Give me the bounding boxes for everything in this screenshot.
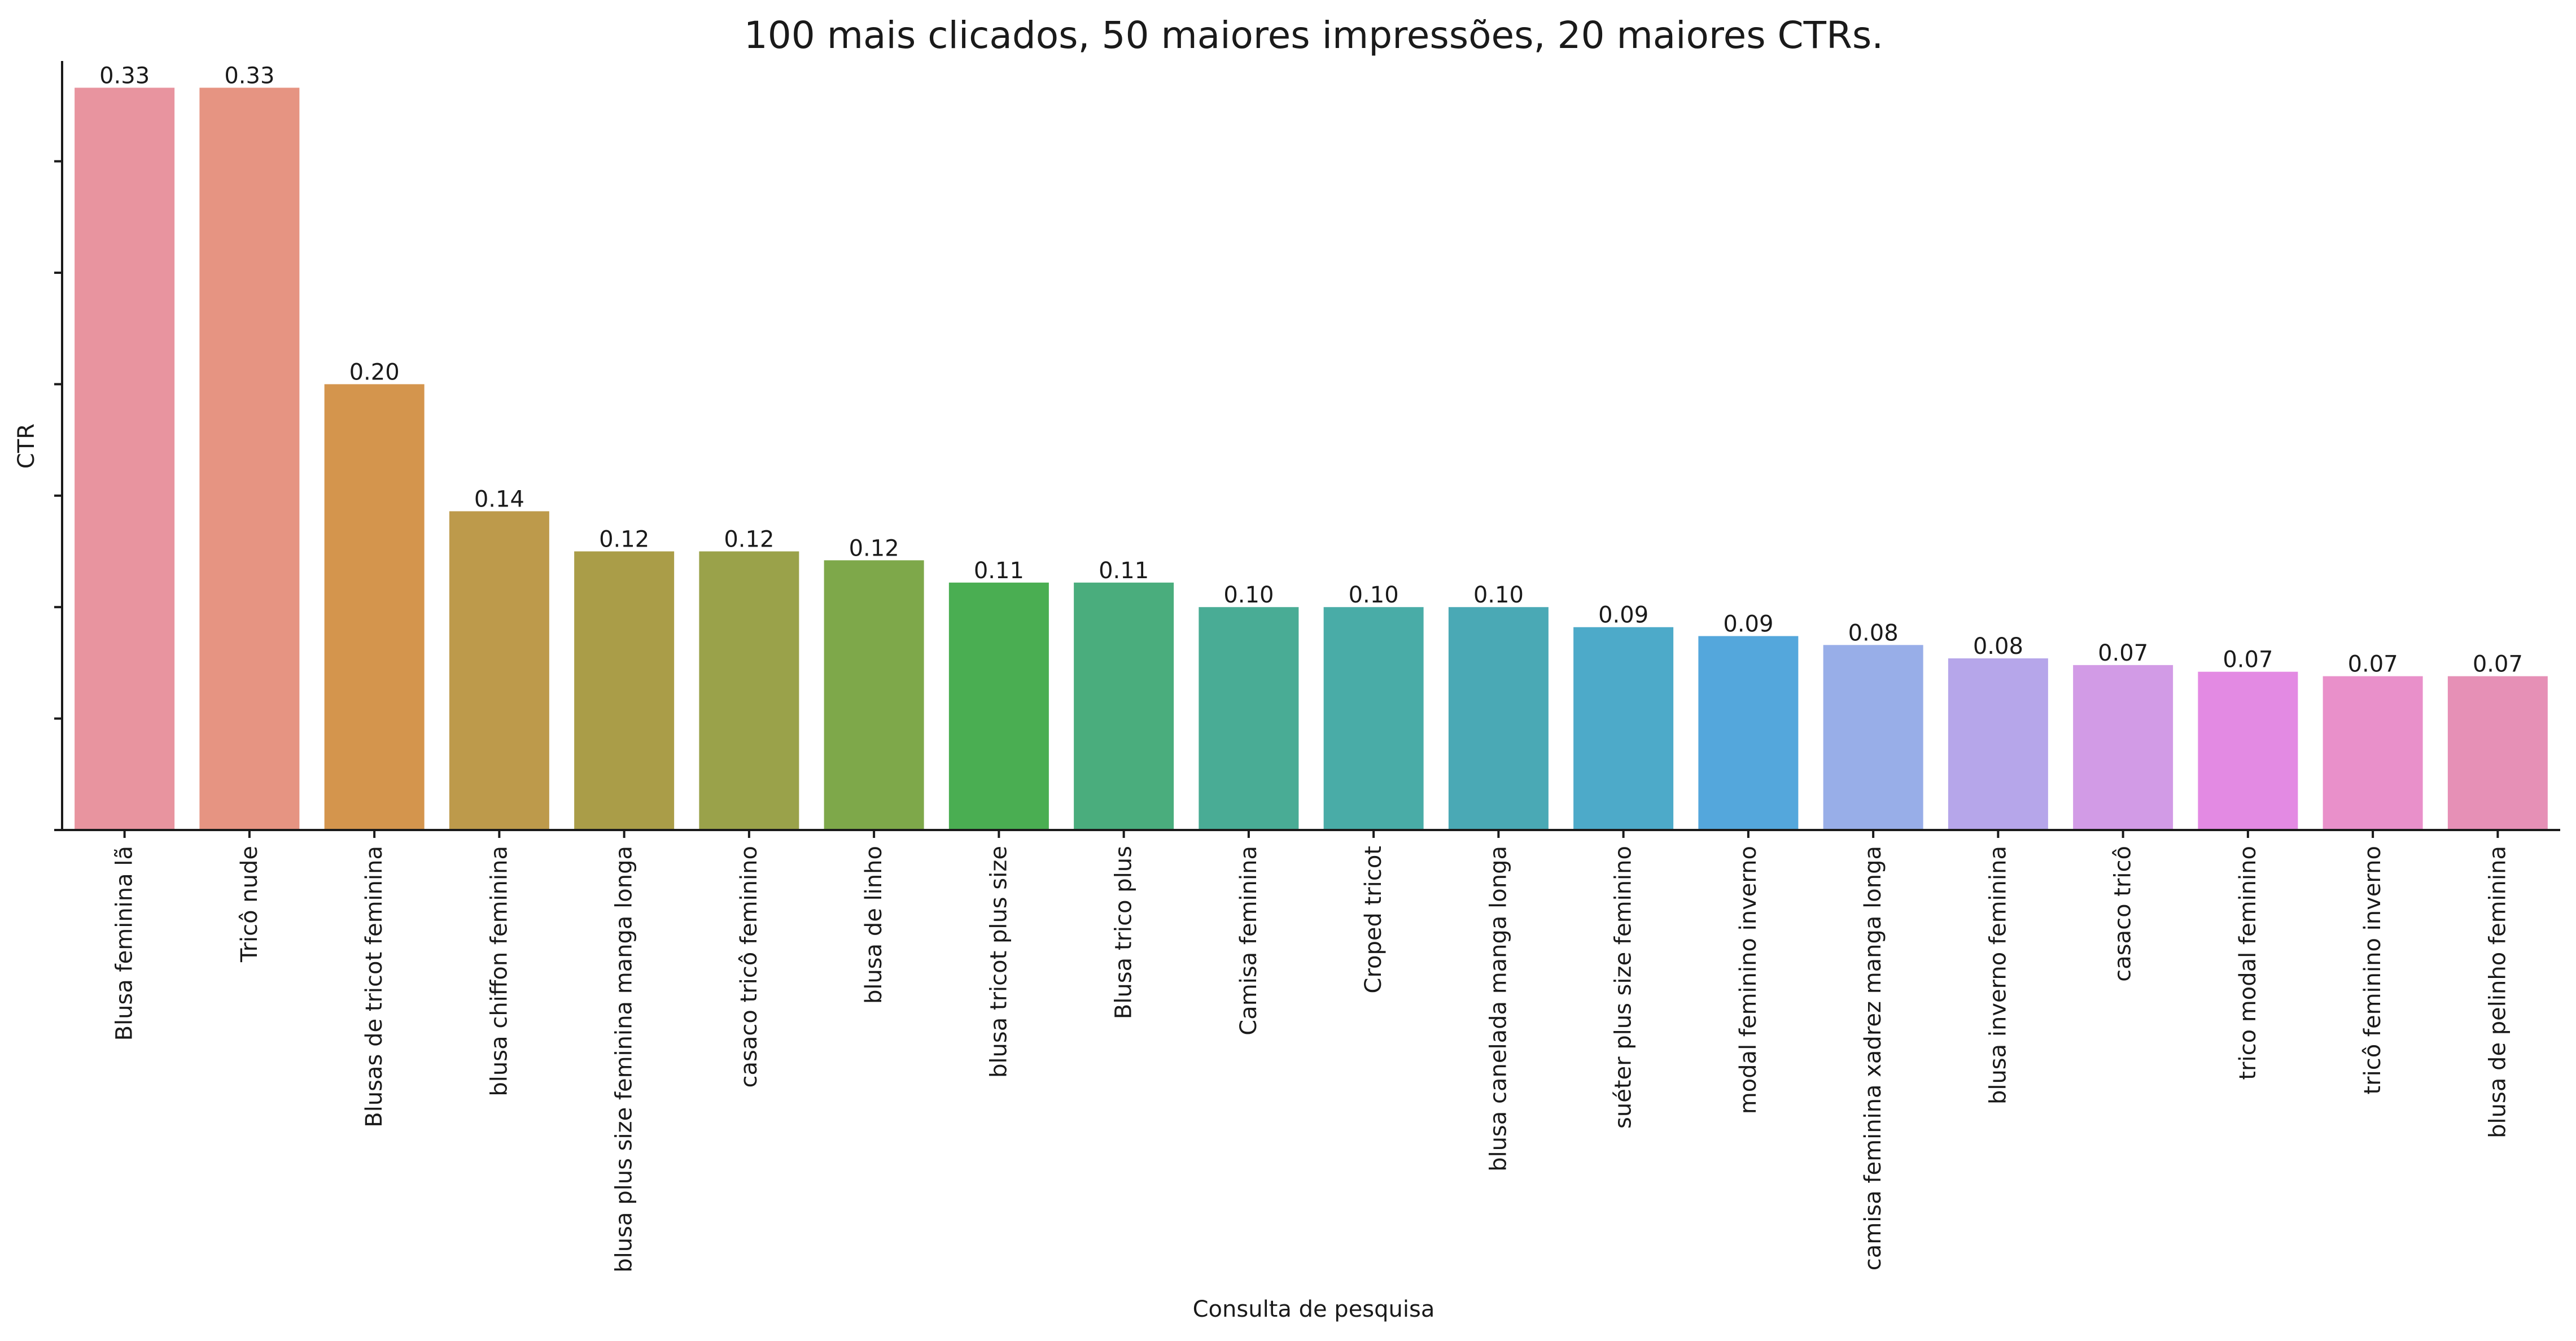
bar xyxy=(1948,658,2048,830)
x-tick-label: tricô feminino inverno xyxy=(2360,846,2386,1095)
x-tick-label: camisa feminina xadrez manga longa xyxy=(1860,846,1886,1270)
bar-value-label: 0.33 xyxy=(99,63,150,89)
chart-title: 100 mais clicados, 50 maiores impressões… xyxy=(744,14,1883,57)
bar-value-label: 0.07 xyxy=(2348,652,2398,678)
x-tick-label: casaco tricô xyxy=(2110,846,2136,982)
bar xyxy=(699,551,799,830)
x-tick-label: casaco tricô feminino xyxy=(736,846,762,1088)
bar xyxy=(1823,645,1923,830)
x-tick-label: trico modal feminino xyxy=(2235,846,2261,1080)
x-tick-label: modal feminino inverno xyxy=(1735,846,1761,1114)
bar-value-label: 0.14 xyxy=(474,486,524,512)
x-tick-label: Camisa feminina xyxy=(1236,846,1262,1036)
bar xyxy=(75,88,175,831)
bar-value-label: 0.07 xyxy=(2473,652,2523,678)
data-labels-layer: 0.33 0.33 0.20 0.14 0.12 0.12 0.12 0.11 0.11 0.10… xyxy=(99,63,2523,677)
bar-value-label: 0.33 xyxy=(224,63,274,89)
bar-value-label: 0.07 xyxy=(2223,647,2273,673)
bar xyxy=(449,511,549,830)
bars-layer xyxy=(75,88,2548,831)
bar-value-label: 0.20 xyxy=(349,359,400,385)
bar-value-label: 0.12 xyxy=(724,527,774,553)
x-tick-labels-layer: Blusa feminina lã Tricô nude Blusas de tri… xyxy=(112,830,2511,1273)
y-axis-label: CTR xyxy=(14,423,40,469)
x-tick-label: Blusa trico plus xyxy=(1111,846,1137,1019)
x-tick-label: blusa de pelinho feminina xyxy=(2485,846,2511,1138)
x-tick-label: blusa plus size feminina manga longa xyxy=(611,846,637,1273)
x-tick-label: Blusas de tricot feminina xyxy=(361,846,387,1128)
bar xyxy=(324,384,425,830)
bar xyxy=(824,560,924,830)
bar-value-label: 0.10 xyxy=(1349,582,1399,608)
bar-value-label: 0.07 xyxy=(2098,640,2148,666)
x-tick-label: blusa chiffon feminina xyxy=(486,846,512,1097)
bar xyxy=(2198,671,2298,830)
bar-value-label: 0.09 xyxy=(1723,611,1773,637)
bar xyxy=(1323,607,1424,830)
y-ticks-layer xyxy=(54,160,62,831)
bar xyxy=(2073,665,2173,830)
bar-value-label: 0.10 xyxy=(1473,582,1524,608)
x-tick-label: blusa inverno feminina xyxy=(1985,846,2011,1104)
x-tick-label: Tricô nude xyxy=(237,846,263,963)
bar-value-label: 0.10 xyxy=(1223,582,1274,608)
bar xyxy=(1573,627,1674,830)
bar xyxy=(2323,676,2423,830)
bar-value-label: 0.08 xyxy=(1973,634,2023,659)
x-tick-label: suéter plus size feminino xyxy=(1611,846,1637,1129)
bar xyxy=(1199,607,1299,830)
bar xyxy=(199,88,300,831)
x-tick-label: Blusa feminina lã xyxy=(112,846,138,1041)
bar-value-label: 0.11 xyxy=(1099,558,1149,584)
bar-value-label: 0.12 xyxy=(849,535,899,561)
bar-value-label: 0.12 xyxy=(599,527,649,553)
bar xyxy=(2447,676,2548,830)
bar xyxy=(574,551,675,830)
x-tick-label: blusa canelada manga longa xyxy=(1485,846,1511,1172)
x-tick-label: Croped tricot xyxy=(1361,846,1387,993)
bar-value-label: 0.11 xyxy=(974,558,1024,584)
x-tick-label: blusa tricot plus size xyxy=(986,846,1012,1078)
bar xyxy=(1698,636,1799,830)
x-tick-label: blusa de linho xyxy=(861,846,887,1004)
bar-value-label: 0.09 xyxy=(1598,602,1648,628)
bar xyxy=(1074,582,1174,830)
x-axis-label: Consulta de pesquisa xyxy=(1193,1296,1435,1322)
bar xyxy=(948,582,1049,830)
bar-value-label: 0.08 xyxy=(1848,620,1899,646)
bar xyxy=(1448,607,1549,830)
